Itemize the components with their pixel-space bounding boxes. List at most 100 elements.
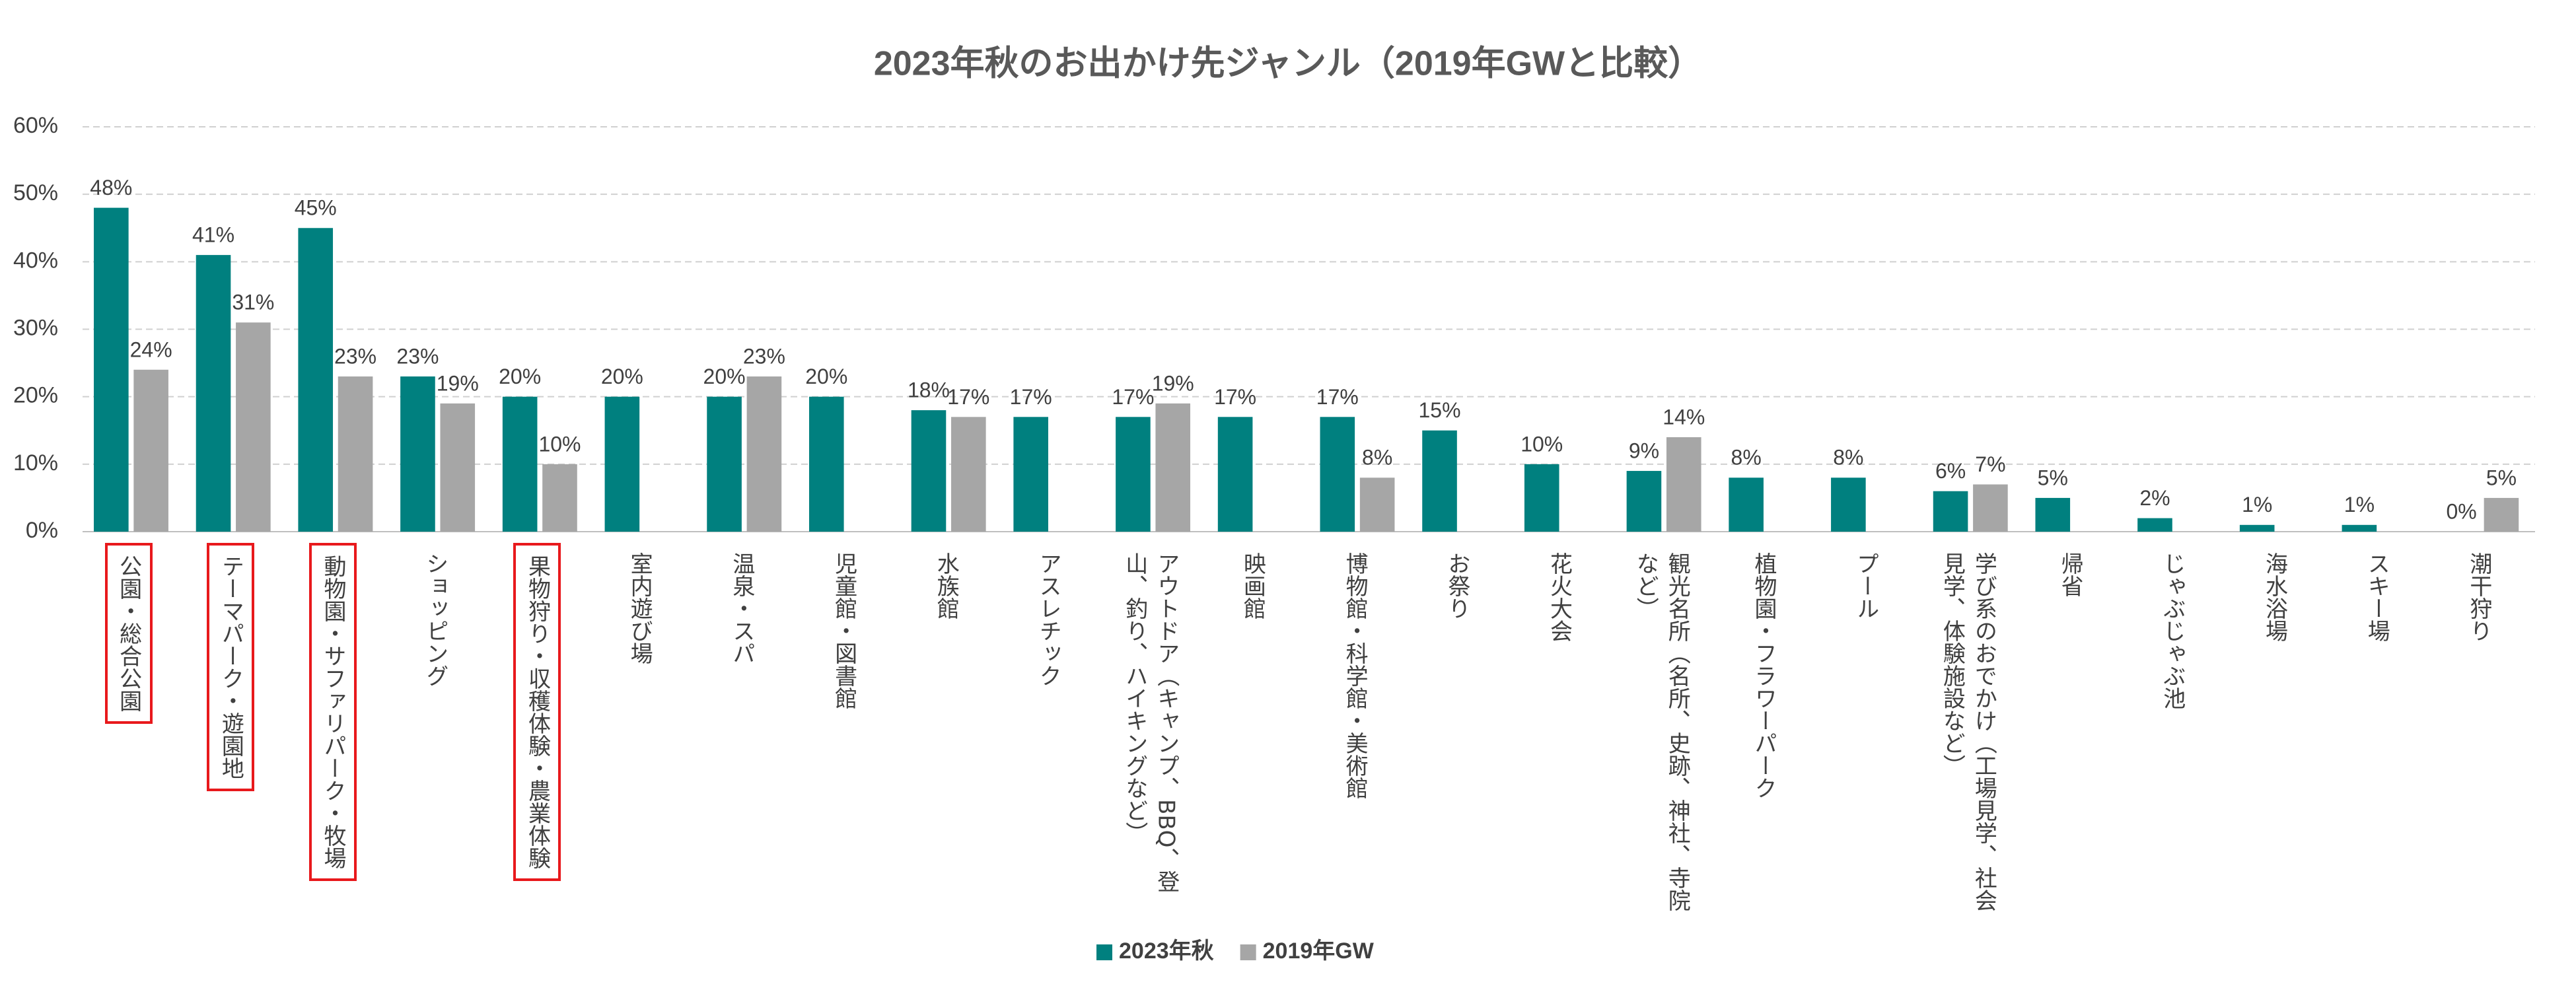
bar [1217,417,1253,532]
data-label: 9% [1629,439,1659,463]
x-tick-label: 児童館・図書館 [830,552,857,709]
data-label: 0% [2446,499,2476,523]
bar [2342,524,2377,532]
x-tick-label: 潮干狩り [2465,552,2492,642]
y-tick-label: 40% [13,248,58,273]
data-label: 20% [703,365,746,388]
data-label: 1% [2344,493,2375,516]
bar [2239,524,2275,532]
data-label: 48% [90,176,132,199]
x-tick-label: 博物館・科学館・美術館 [1342,552,1369,799]
bar [440,403,476,532]
data-label: 45% [295,196,337,220]
x-tick-label: 映画館 [1239,552,1266,619]
bar [746,376,782,532]
x-tick-label: 海水浴場 [2261,552,2288,642]
x-tick-label: 公園・総合公園 [104,543,153,724]
bar [911,410,947,532]
bar [236,322,271,532]
x-tick-label: 水族館 [933,552,960,619]
data-label: 17% [1010,385,1052,409]
x-tick-label: テーマパーク・遊園地 [207,543,255,791]
data-label: 14% [1663,405,1705,429]
bar [502,396,538,532]
data-label: 17% [947,385,989,409]
bar [1320,417,1355,532]
y-tick-label: 60% [13,113,58,138]
data-label: 23% [396,344,439,368]
bar [604,396,640,532]
bar [1831,477,1866,532]
bar [1359,477,1395,532]
data-label: 19% [437,371,479,395]
data-label: 6% [1935,459,1966,483]
data-label: 8% [1362,446,1392,470]
bar [1933,491,1968,532]
data-label: 2% [2139,486,2170,510]
bar [1973,484,2008,532]
x-tick-label: 果物狩り・収穫体験・農業体験 [513,543,561,881]
data-label: 24% [130,337,172,361]
legend-label: 2019年GW [1263,938,1375,964]
data-label: 20% [499,365,541,388]
x-tick-label: 学び系のおでかけ（工場見学、社会見学、体験施設など） [1939,552,1997,911]
bar [94,207,129,532]
bar [1013,417,1048,532]
bar [2484,497,2519,532]
data-label: 1% [2242,493,2272,516]
bar [1626,471,1662,532]
x-tick-label: アスレチック [1034,552,1061,687]
data-label: 17% [1112,385,1154,409]
bar [1524,464,1559,532]
bar [951,417,986,532]
y-tick-label: 20% [13,383,58,408]
x-tick-label: ショッピング [421,552,448,687]
bar [400,376,435,532]
legend-swatch [1096,944,1112,960]
data-label: 31% [232,291,274,314]
x-tick-label: 室内遊び場 [626,552,653,664]
bar [298,228,334,532]
bar [338,376,373,532]
data-label: 17% [1316,385,1359,409]
bar [1729,477,1764,532]
data-label: 17% [1214,385,1256,409]
data-label: 10% [538,432,581,456]
data-label: 20% [805,365,847,388]
bar [1116,417,1151,532]
bar [1666,437,1701,532]
data-label: 23% [743,344,785,368]
data-label: 7% [1975,452,2005,476]
x-tick-label: 花火大会 [1546,552,1573,642]
y-tick-label: 30% [13,315,58,340]
bar [1422,430,1457,532]
data-label: 8% [1833,446,1863,470]
x-tick-label: じゃぶじゃぶ池 [2159,552,2186,709]
y-tick-label: 10% [13,450,58,476]
legend-label: 2023年秋 [1119,938,1214,964]
data-label: 41% [192,223,234,247]
x-tick-label: 観光名所（名所、史跡、神社、寺院など） [1632,552,1691,911]
x-tick-label: 植物園・フラワーパーク [1750,552,1777,799]
y-tick-label: 0% [26,518,58,543]
x-tick-label: 温泉・スパ [728,552,755,664]
data-label: 20% [601,365,643,388]
bar [1155,403,1191,532]
y-tick-label: 50% [13,180,58,205]
x-tick-label: アウトドア（キャンプ、BBQ、登山、釣り、ハイキングなど） [1121,552,1180,893]
data-label: 10% [1521,432,1563,456]
bar [542,464,577,532]
bar [808,396,844,532]
bar [2035,497,2071,532]
x-tick-label: 動物園・サファリパーク・牧場 [309,543,357,881]
data-label: 5% [2038,466,2068,489]
legend-swatch [1240,944,1256,960]
bar [196,255,231,532]
x-tick-label: スキー場 [2363,552,2390,642]
chart-title: 2023年秋のお出かけ先ジャンル（2019年GWと比較） [874,45,1702,83]
x-tick-label: プール [1852,552,1879,619]
data-label: 19% [1152,371,1194,395]
data-label: 18% [908,378,950,402]
